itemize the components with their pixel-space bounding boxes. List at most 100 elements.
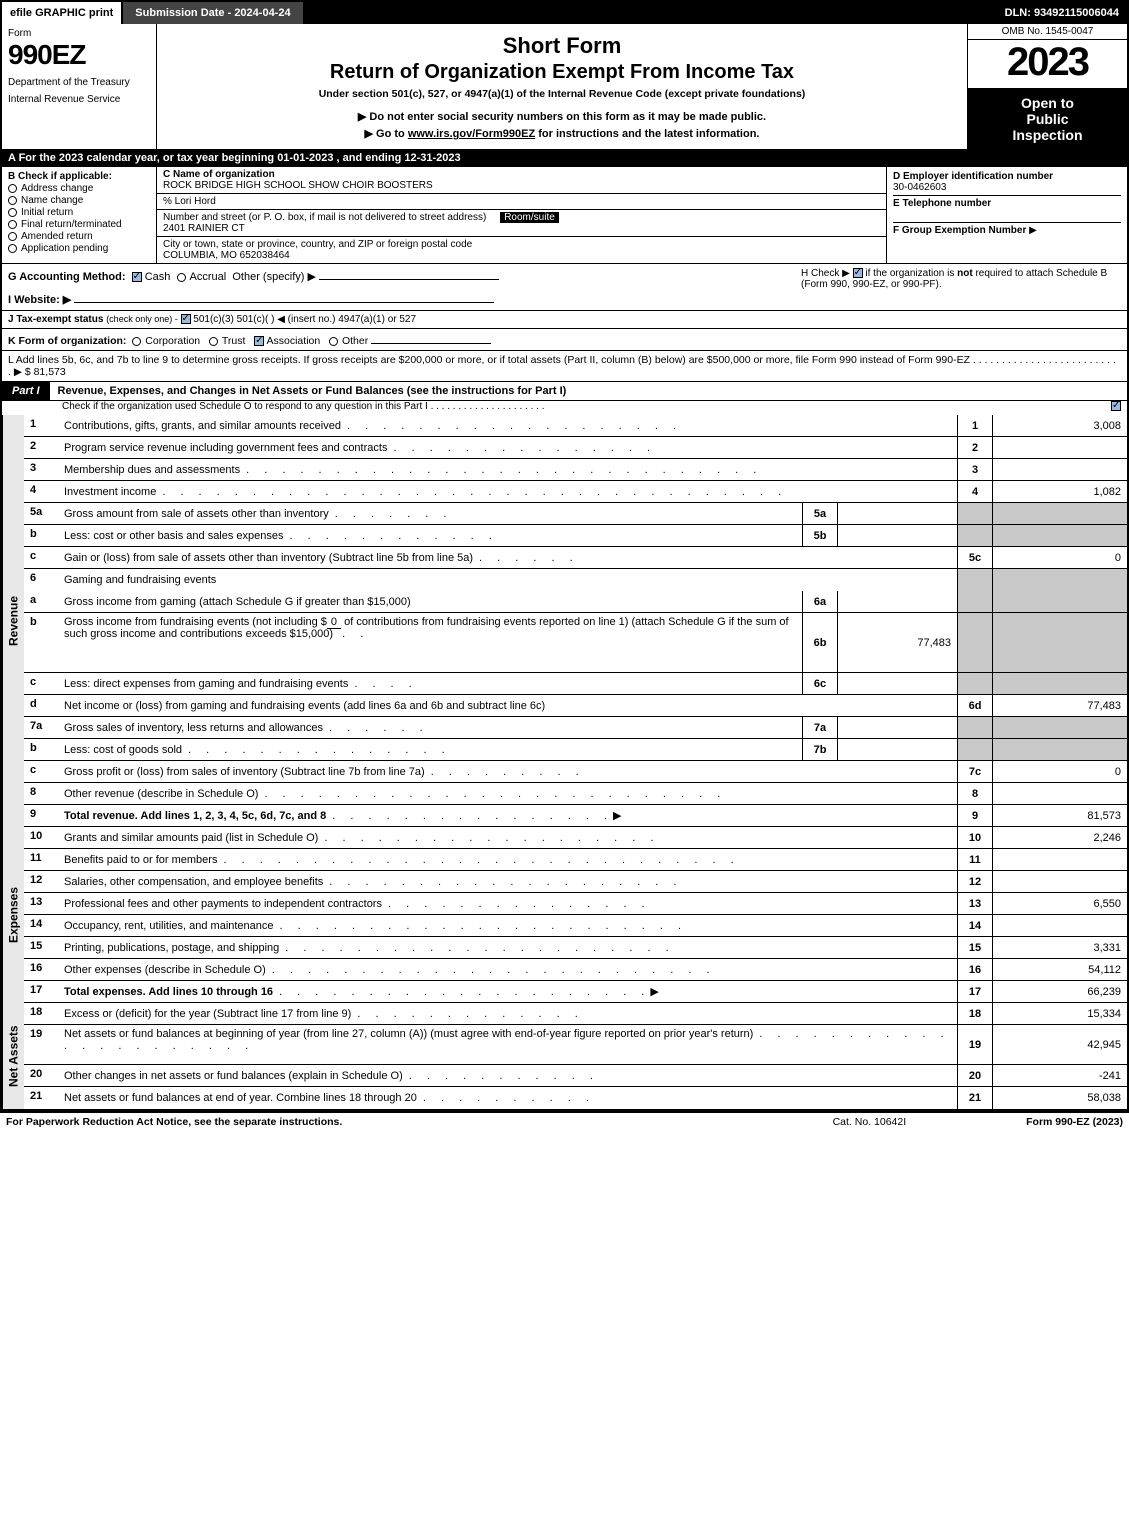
k-assoc[interactable] [254, 336, 264, 346]
ln15-rn: 15 [957, 937, 992, 958]
k-corp[interactable] [132, 337, 141, 346]
org-name: ROCK BRIDGE HIGH SCHOOL SHOW CHOIR BOOST… [163, 180, 433, 191]
ln14-rn: 14 [957, 915, 992, 936]
footer-right: Form 990-EZ (2023) [1026, 1116, 1123, 1128]
ln5c-num: c [24, 547, 62, 568]
ln6b-num: b [24, 613, 62, 672]
ln5a-sv [837, 503, 957, 524]
accrual-checkbox[interactable] [177, 273, 186, 282]
ln7b-num: b [24, 739, 62, 760]
other-specify-field[interactable] [319, 268, 499, 280]
line-12: 12 Salaries, other compensation, and emp… [24, 871, 1127, 893]
ln8-num: 8 [24, 783, 62, 804]
ln5a-num: 5a [24, 503, 62, 524]
omb-number: OMB No. 1545-0047 [968, 24, 1127, 40]
expenses-section: Expenses 10 Grants and similar amounts p… [2, 827, 1127, 1003]
form-label: Form [8, 28, 150, 39]
ln16-desc: Other expenses (describe in Schedule O).… [62, 959, 957, 980]
netassets-side-label: Net Assets [2, 1003, 24, 1109]
ln7b-rv-shade [992, 739, 1127, 760]
line-20: 20 Other changes in net assets or fund b… [24, 1065, 1127, 1087]
ln13-rn: 13 [957, 893, 992, 914]
footer-left: For Paperwork Reduction Act Notice, see … [6, 1116, 833, 1128]
cash-checkbox[interactable] [132, 272, 142, 282]
ln7b-desc: Less: cost of goods sold. . . . . . . . … [62, 739, 802, 760]
ln19-val: 42,945 [992, 1025, 1127, 1064]
other-label: Other (specify) ▶ [232, 271, 316, 283]
h-text3: required to attach Schedule B [975, 268, 1107, 279]
ln7a-num: 7a [24, 717, 62, 738]
ln10-num: 10 [24, 827, 62, 848]
chk-name-label: Name change [21, 195, 83, 206]
ln5a-sn: 5a [802, 503, 837, 524]
j-opts: 501(c)(3) 501(c)( ) ◀ (insert no.) 4947(… [193, 314, 416, 325]
goto-link[interactable]: www.irs.gov/Form990EZ [408, 128, 535, 140]
ln7a-sv [837, 717, 957, 738]
do-not-enter: ▶ Do not enter social security numbers o… [358, 110, 766, 123]
ln5b-desc: Less: cost or other basis and sales expe… [62, 525, 802, 546]
chk-address[interactable]: Address change [8, 183, 150, 194]
ln4-desc: Investment income. . . . . . . . . . . .… [62, 481, 957, 502]
ln6c-rn-shade [957, 673, 992, 694]
row-k: K Form of organization: Corporation Trus… [2, 329, 1127, 351]
goto-line: ▶ Go to www.irs.gov/Form990EZ for instru… [365, 127, 760, 140]
ln11-rn: 11 [957, 849, 992, 870]
line-19: 19 Net assets or fund balances at beginn… [24, 1025, 1127, 1065]
chk-final[interactable]: Final return/terminated [8, 219, 150, 230]
part1-title: Revenue, Expenses, and Changes in Net As… [58, 382, 567, 400]
form-number: 990EZ [8, 39, 150, 71]
k-other[interactable] [329, 337, 338, 346]
ln5a-rv-shade [992, 503, 1127, 524]
street-value: 2401 RAINIER CT [163, 223, 245, 234]
ln6-rn-shade [957, 569, 992, 591]
line-6a: a Gross income from gaming (attach Sched… [24, 591, 1127, 613]
b-heading: B Check if applicable: [8, 171, 150, 182]
ln17-desc: Total expenses. Add lines 10 through 16.… [62, 981, 957, 1002]
ln6d-rn: 6d [957, 695, 992, 716]
expenses-side-label: Expenses [2, 827, 24, 1003]
k-other-field[interactable] [371, 332, 491, 344]
chk-pending[interactable]: Application pending [8, 243, 150, 254]
expenses-lines: 10 Grants and similar amounts paid (list… [24, 827, 1127, 1003]
part1-sched-o-check[interactable] [1111, 401, 1121, 411]
open-line1: Open to [972, 95, 1123, 111]
k-trust[interactable] [209, 337, 218, 346]
room-label: Room/suite [500, 212, 559, 223]
j-501c3-check[interactable] [181, 314, 191, 324]
l-text: L Add lines 5b, 6c, and 7b to line 9 to … [8, 354, 970, 366]
line-18: 18 Excess or (deficit) for the year (Sub… [24, 1003, 1127, 1025]
ln8-val [992, 783, 1127, 804]
website-field[interactable] [74, 291, 494, 303]
ln2-desc: Program service revenue including govern… [62, 437, 957, 458]
h-text2: if the organization is [865, 268, 957, 279]
header-left: Form 990EZ Department of the Treasury In… [2, 24, 157, 149]
tax-year: 2023 [968, 40, 1127, 89]
ln2-val [992, 437, 1127, 458]
ln17-num: 17 [24, 981, 62, 1002]
return-title: Return of Organization Exempt From Incom… [330, 61, 794, 84]
chk-initial[interactable]: Initial return [8, 207, 150, 218]
topbar-spacer [303, 2, 997, 24]
chk-pending-label: Application pending [21, 243, 108, 254]
form-header: Form 990EZ Department of the Treasury In… [2, 24, 1127, 150]
phone-label: E Telephone number [893, 198, 991, 209]
ln6a-sv [837, 591, 957, 612]
ln16-num: 16 [24, 959, 62, 980]
efile-label: efile GRAPHIC print [2, 2, 121, 24]
ln6d-desc: Net income or (loss) from gaming and fun… [62, 695, 957, 716]
part1-header: Part I Revenue, Expenses, and Changes in… [2, 382, 1127, 401]
chk-amended[interactable]: Amended return [8, 231, 150, 242]
ln7b-rn-shade [957, 739, 992, 760]
chk-final-label: Final return/terminated [21, 219, 122, 230]
ln6-rv-shade [992, 569, 1127, 591]
chk-name[interactable]: Name change [8, 195, 150, 206]
revenue-section: Revenue 1 Contributions, gifts, grants, … [2, 415, 1127, 827]
ln12-desc: Salaries, other compensation, and employ… [62, 871, 957, 892]
ln11-desc: Benefits paid to or for members. . . . .… [62, 849, 957, 870]
h-checkbox[interactable] [853, 268, 863, 278]
ln6c-sv [837, 673, 957, 694]
ln21-rn: 21 [957, 1087, 992, 1109]
d-ein: D Employer identification number 30-0462… [893, 169, 1121, 196]
ln5c-rn: 5c [957, 547, 992, 568]
ln6c-rv-shade [992, 673, 1127, 694]
